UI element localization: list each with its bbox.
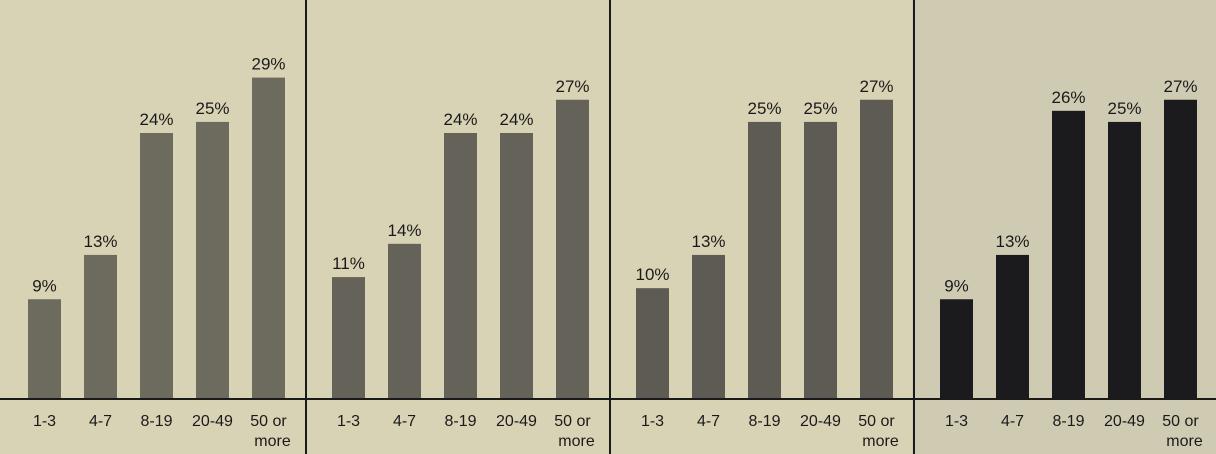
tick-label: 50 or (554, 413, 591, 430)
data-label: 9% (32, 276, 57, 295)
data-label: 25% (195, 99, 229, 118)
bar (860, 99, 893, 399)
bar (1108, 121, 1141, 400)
bar (196, 121, 229, 400)
bar (84, 254, 117, 399)
tick-label: 1-3 (641, 413, 664, 430)
tick-label: 8-19 (1052, 413, 1084, 430)
tick-label: 1-3 (33, 413, 56, 430)
data-label: 29% (251, 55, 285, 74)
tick-label: 8-19 (748, 413, 780, 430)
bar (444, 133, 477, 399)
chart-panel-1: 9% 1-3 13% 4-7 24% 8-19 25% 20-49 29% 50 or more (28, 55, 291, 450)
bar (500, 133, 533, 399)
data-label: 13% (691, 232, 725, 251)
data-label: 13% (995, 232, 1029, 251)
chart-panel-3: 10% 1-3 13% 4-7 25% 8-19 25% 20-49 27% 50 or more (609, 0, 899, 454)
bar (804, 121, 837, 400)
data-label: 24% (139, 110, 173, 129)
tick-label: 4-7 (697, 413, 720, 430)
tick-label: 1-3 (337, 413, 360, 430)
bar (252, 77, 285, 399)
data-label: 26% (1051, 88, 1085, 107)
data-label: 11% (332, 254, 365, 273)
tick-label: 4-7 (1001, 413, 1024, 430)
data-label: 10% (635, 265, 669, 284)
tick-label-cont: more (558, 433, 595, 450)
data-label: 25% (803, 99, 837, 118)
data-label: 24% (499, 110, 533, 129)
bar (140, 133, 173, 399)
tick-label-cont: more (1166, 433, 1203, 450)
bar (996, 254, 1029, 399)
data-label: 9% (944, 276, 969, 295)
bar (692, 254, 725, 399)
bar (332, 277, 365, 399)
tick-label-cont: more (862, 433, 899, 450)
data-label: 14% (387, 221, 421, 240)
data-label: 25% (747, 99, 781, 118)
data-label: 27% (859, 77, 893, 96)
chart-panel-4: 9% 1-3 13% 4-7 26% 8-19 25% 20-49 27% 50 or more (913, 0, 1203, 454)
bar (28, 299, 61, 399)
data-label: 24% (443, 110, 477, 129)
data-label: 25% (1107, 99, 1141, 118)
chart-panel-2: 11% 1-3 14% 4-7 24% 8-19 24% 20-49 27% 50 or more (305, 0, 595, 454)
tick-label: 4-7 (393, 413, 416, 430)
bar (940, 299, 973, 399)
tick-label: 50 or (1162, 413, 1199, 430)
data-label: 27% (1163, 77, 1197, 96)
tick-label: 20-49 (800, 413, 841, 430)
bar (1052, 110, 1085, 399)
tick-label: 50 or (858, 413, 895, 430)
data-label: 13% (83, 232, 117, 251)
tick-label: 50 or (250, 413, 287, 430)
bar (748, 121, 781, 400)
tick-label-cont: more (254, 433, 291, 450)
data-label: 27% (555, 77, 589, 96)
bar (556, 99, 589, 399)
bar (388, 243, 421, 399)
tick-label: 20-49 (1104, 413, 1145, 430)
tick-label: 4-7 (89, 413, 112, 430)
tick-label: 20-49 (192, 413, 233, 430)
tick-label: 1-3 (945, 413, 968, 430)
bar (636, 288, 669, 399)
bar (1164, 99, 1197, 399)
tick-label: 8-19 (444, 413, 476, 430)
tick-label: 20-49 (496, 413, 537, 430)
tick-label: 8-19 (140, 413, 172, 430)
